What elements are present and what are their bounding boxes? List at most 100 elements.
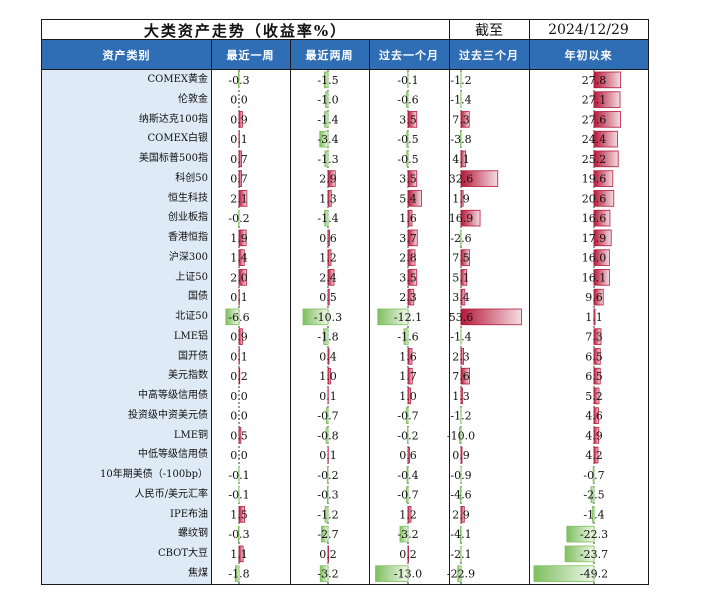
data-label: -12.1: [394, 311, 422, 324]
data-label: -10.3: [314, 311, 342, 324]
data-label: 1.6: [399, 350, 417, 363]
asset-name: 投资级中资美元债: [128, 409, 208, 421]
data-bar: [593, 209, 611, 227]
data-label: 1.0: [319, 370, 337, 383]
data-bar: [593, 348, 601, 365]
data-bar: [327, 229, 330, 247]
data-label: 4.1: [452, 153, 470, 166]
data-label: -0.2: [228, 212, 249, 225]
data-label: -1.8: [317, 331, 338, 344]
data-bar: [593, 427, 600, 444]
data-label: -0.1: [228, 469, 249, 482]
data-label: -3.8: [450, 133, 471, 146]
data-bar: [321, 525, 329, 543]
data-label: 0.5: [319, 291, 337, 304]
data-bar: [238, 190, 248, 207]
data-label: 0.1: [230, 350, 248, 363]
asset-name: CBOT大豆: [157, 548, 208, 559]
data-label: 0.0: [230, 390, 248, 403]
data-label: 0.9: [230, 331, 248, 344]
data-label: 9.6: [585, 291, 603, 304]
data-bar: [533, 565, 595, 582]
data-bar: [327, 269, 335, 286]
data-bar: [460, 446, 463, 464]
data-label: 0.6: [399, 449, 417, 462]
data-bar: [407, 170, 418, 187]
data-bar: [460, 525, 462, 543]
data-label: 0.1: [319, 449, 337, 462]
asset-name-column-bg: [42, 60, 211, 584]
data-bar: [327, 348, 330, 365]
data-label: 0.1: [230, 291, 248, 304]
data-bar: [375, 565, 409, 582]
data-bar: [238, 111, 243, 128]
data-label: 7.3: [452, 113, 470, 126]
data-label: -1.0: [317, 94, 338, 107]
data-bar: [406, 150, 409, 168]
data-label: 2.3: [399, 291, 417, 304]
data-label: -1.4: [317, 212, 338, 225]
data-bar: [407, 249, 416, 266]
data-label: -0.3: [317, 489, 338, 502]
data-bar: [238, 545, 244, 563]
header-last-week: 最近一周: [211, 40, 290, 70]
data-bar: [593, 367, 601, 385]
data-label: -22.3: [580, 528, 608, 541]
col-divider-4: [449, 20, 450, 584]
col-divider-5: [529, 20, 530, 584]
asset-name: 10年期美债（-100bp）: [100, 469, 208, 480]
data-label: -2.6: [450, 232, 471, 245]
data-bar: [405, 486, 409, 503]
data-bar: [237, 525, 240, 543]
data-label: 27.1: [582, 94, 607, 107]
data-label: -1.3: [317, 153, 338, 166]
data-label: 2.8: [399, 252, 417, 265]
asset-name: 沪深300: [168, 251, 208, 263]
data-label: 5.2: [585, 390, 603, 403]
data-label: -4.6: [450, 489, 471, 502]
data-label: -0.4: [397, 469, 418, 482]
data-label: 16.0: [582, 252, 607, 265]
data-bar: [407, 348, 413, 365]
data-label: 0.0: [230, 449, 248, 462]
data-label: 1.1: [585, 311, 603, 324]
as-of-label: 截至: [475, 23, 503, 39]
data-bar: [460, 111, 470, 128]
data-bar: [238, 328, 243, 345]
data-bar: [459, 427, 462, 444]
data-bar: [460, 209, 481, 227]
data-label: -10.0: [447, 429, 475, 442]
data-bar: [327, 190, 332, 207]
data-bar: [406, 466, 409, 484]
data-bar: [591, 506, 595, 523]
data-bar: [592, 466, 595, 484]
data-label: -2.1: [450, 548, 471, 561]
data-label: 2.0: [230, 271, 248, 284]
data-bar: [327, 249, 332, 266]
asset-name: COMEX黄金: [147, 74, 208, 85]
data-bar: [593, 229, 612, 247]
data-bar: [234, 565, 240, 582]
data-label: 2.1: [230, 192, 248, 205]
data-label: 16.1: [582, 271, 607, 284]
data-label: 1.9: [452, 192, 470, 205]
data-label: 0.2: [230, 370, 248, 383]
data-bar: [593, 190, 615, 207]
data-bar: [399, 525, 409, 543]
data-label: -1.2: [317, 508, 338, 521]
data-bar: [323, 328, 329, 345]
asset-name: 中高等级信用债: [138, 390, 208, 401]
data-label: -0.7: [583, 469, 604, 482]
data-bar: [225, 308, 240, 326]
data-label: -0.5: [397, 153, 418, 166]
col-divider-1: [211, 40, 212, 584]
data-label: -0.5: [397, 133, 418, 146]
data-label: 0.1: [230, 133, 248, 146]
data-label: -4.1: [450, 528, 471, 541]
data-label: -49.2: [580, 568, 608, 581]
data-bar: [407, 269, 418, 286]
data-bar: [326, 486, 329, 503]
data-bar: [460, 288, 466, 306]
data-label: 27.6: [582, 113, 607, 126]
asset-name: 恒生科技: [168, 192, 208, 204]
